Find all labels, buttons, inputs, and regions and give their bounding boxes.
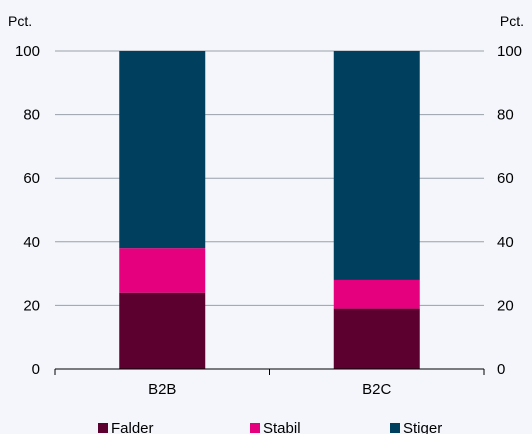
category-labels: B2B B2C xyxy=(148,381,391,398)
legend-swatch-stiger xyxy=(390,423,400,433)
x-axis xyxy=(54,368,485,375)
bar-b2b-stiger xyxy=(119,51,206,249)
y-tick-label-right: 40 xyxy=(497,234,514,251)
y-unit-left: Pct. xyxy=(8,13,32,29)
category-label: B2B xyxy=(148,381,176,398)
y-tick-label-left: 100 xyxy=(15,43,40,60)
y-tick-labels-left: 0 20 40 60 80 100 xyxy=(15,43,40,378)
bar-b2c-falder xyxy=(333,308,420,369)
legend-label-stabil: Stabil xyxy=(263,420,301,434)
legend-label-falder: Falder xyxy=(111,420,154,434)
bars xyxy=(119,51,420,369)
y-tick-label-right: 20 xyxy=(497,297,514,314)
y-tick-label-right: 100 xyxy=(497,43,522,60)
y-tick-label-right: 80 xyxy=(497,107,514,124)
y-tick-label-left: 80 xyxy=(23,107,40,124)
y-tick-label-right: 0 xyxy=(497,361,505,378)
bar-b2b-stabil xyxy=(119,248,206,293)
legend: Falder Stabil Stiger xyxy=(98,420,442,434)
y-tick-label-left: 60 xyxy=(23,170,40,187)
y-tick-labels-right: 0 20 40 60 80 100 xyxy=(497,43,522,378)
legend-label-stiger: Stiger xyxy=(403,420,442,434)
y-tick-label-left: 0 xyxy=(32,361,40,378)
bar-b2b-falder xyxy=(119,292,206,369)
y-tick-label-left: 40 xyxy=(23,234,40,251)
legend-swatch-falder xyxy=(98,423,108,433)
legend-swatch-stabil xyxy=(250,423,260,433)
y-unit-right: Pct. xyxy=(500,13,524,29)
y-tick-label-right: 60 xyxy=(497,170,514,187)
y-tick-label-left: 20 xyxy=(23,297,40,314)
category-label: B2C xyxy=(362,381,391,398)
bar-b2c-stiger xyxy=(333,51,420,280)
bar-b2c-stabil xyxy=(333,279,420,309)
